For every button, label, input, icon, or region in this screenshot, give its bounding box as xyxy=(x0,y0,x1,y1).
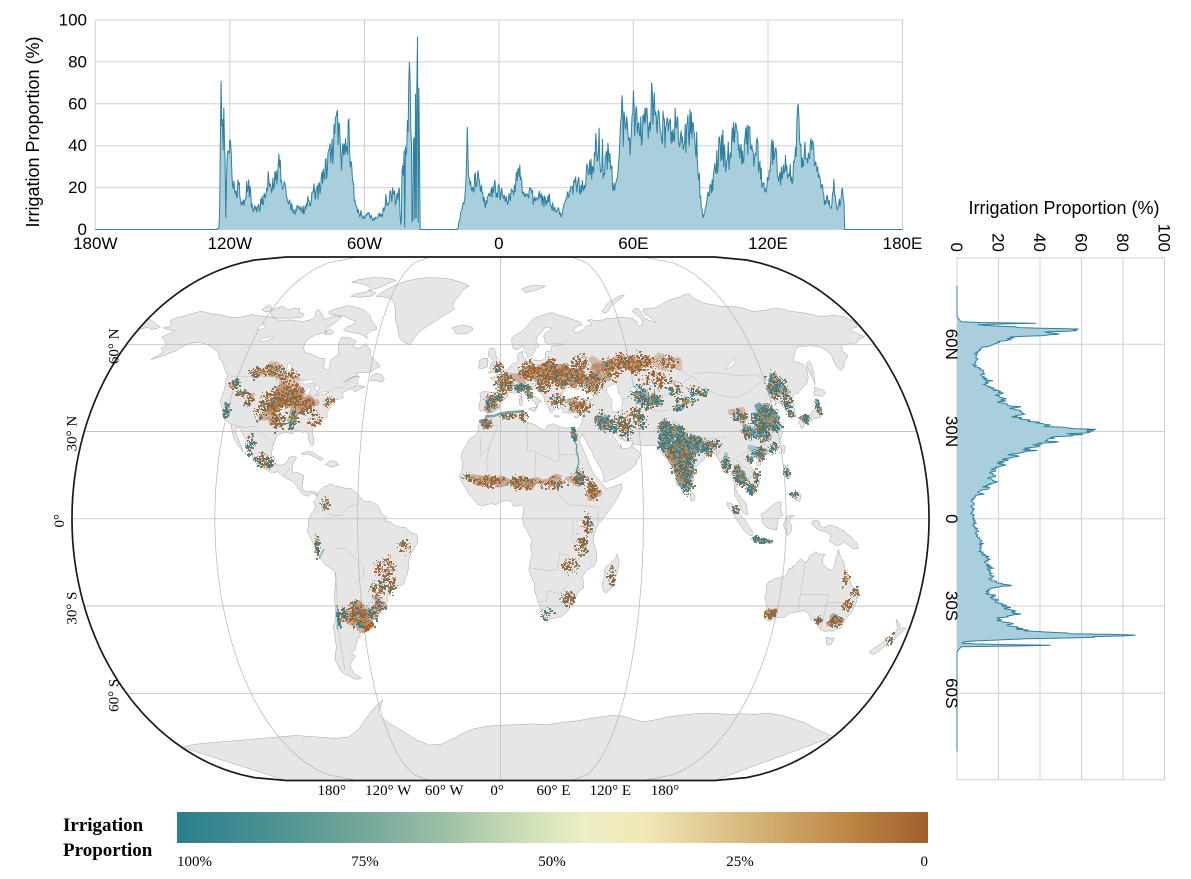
svg-text:60° S: 60° S xyxy=(107,679,123,712)
svg-text:60° W: 60° W xyxy=(425,783,464,799)
svg-text:60° E: 60° E xyxy=(537,783,571,799)
svg-text:60W: 60W xyxy=(347,234,382,253)
svg-text:0: 0 xyxy=(78,220,87,239)
svg-text:75%: 75% xyxy=(351,854,379,870)
svg-text:80: 80 xyxy=(1113,233,1132,252)
svg-text:60: 60 xyxy=(1072,233,1091,252)
svg-text:30° S: 30° S xyxy=(64,592,80,625)
svg-text:30S: 30S xyxy=(942,591,961,621)
svg-text:40: 40 xyxy=(68,136,87,155)
svg-text:20: 20 xyxy=(989,233,1008,252)
svg-text:Irrigation Proportion (%): Irrigation Proportion (%) xyxy=(968,198,1159,218)
svg-text:180E: 180E xyxy=(883,234,923,253)
svg-text:60E: 60E xyxy=(618,234,648,253)
svg-text:120° W: 120° W xyxy=(365,783,412,799)
svg-text:40: 40 xyxy=(1030,233,1049,252)
svg-text:180W: 180W xyxy=(73,234,117,253)
svg-text:60: 60 xyxy=(68,94,87,113)
svg-text:Irrigation: Irrigation xyxy=(63,815,144,836)
svg-text:50%: 50% xyxy=(538,854,566,870)
svg-text:60° N: 60° N xyxy=(107,328,123,364)
svg-text:0: 0 xyxy=(942,514,961,523)
svg-text:100: 100 xyxy=(59,11,87,30)
svg-text:25%: 25% xyxy=(726,854,754,870)
svg-text:60S: 60S xyxy=(942,678,961,708)
svg-text:0: 0 xyxy=(947,243,966,252)
svg-text:0: 0 xyxy=(494,234,503,253)
svg-text:20: 20 xyxy=(68,178,87,197)
svg-text:30N: 30N xyxy=(942,416,961,447)
svg-text:100: 100 xyxy=(1155,224,1174,252)
svg-text:0: 0 xyxy=(921,854,929,870)
svg-text:120E: 120E xyxy=(748,234,788,253)
svg-text:100%: 100% xyxy=(177,854,212,870)
svg-text:80: 80 xyxy=(68,52,87,71)
svg-text:180°: 180° xyxy=(651,783,680,799)
svg-text:120W: 120W xyxy=(208,234,252,253)
svg-text:60N: 60N xyxy=(942,329,961,360)
svg-text:120° E: 120° E xyxy=(590,783,631,799)
svg-text:Proportion: Proportion xyxy=(63,840,153,861)
svg-text:180°: 180° xyxy=(317,783,346,799)
svg-text:Irrigation Proportion (%): Irrigation Proportion (%) xyxy=(23,36,43,227)
svg-text:0°: 0° xyxy=(52,514,68,528)
svg-text:30° N: 30° N xyxy=(64,416,80,452)
svg-text:0°: 0° xyxy=(490,783,504,799)
